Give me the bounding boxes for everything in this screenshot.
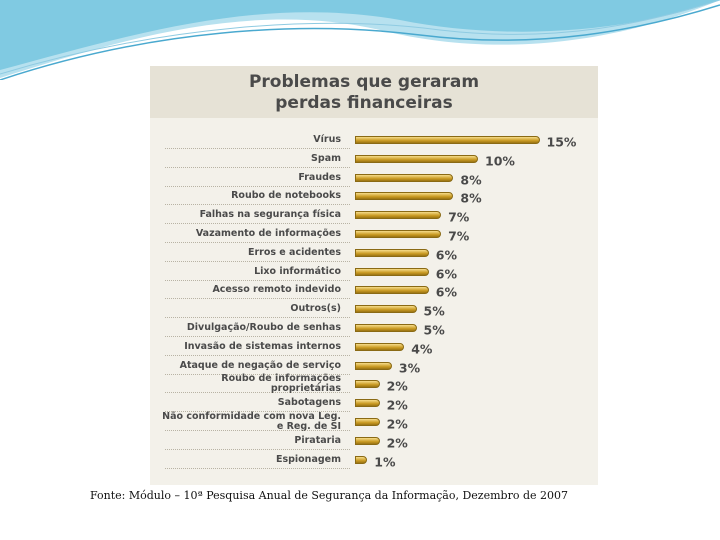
category-label: Lixo informático bbox=[254, 265, 341, 277]
value-label: 2% bbox=[386, 435, 408, 451]
row-divider bbox=[165, 242, 350, 243]
bar bbox=[355, 173, 454, 182]
bar bbox=[355, 136, 540, 144]
value-label: 5% bbox=[423, 322, 445, 338]
row-divider bbox=[165, 411, 350, 413]
value-label: 7% bbox=[448, 228, 470, 244]
category-label: Outros(s) bbox=[290, 303, 341, 315]
category-label: Vírus bbox=[313, 134, 341, 145]
bar bbox=[355, 192, 454, 201]
bar bbox=[355, 305, 417, 314]
row-divider bbox=[165, 448, 350, 450]
row-divider bbox=[165, 467, 350, 469]
value-label: 4% bbox=[411, 341, 433, 357]
category-label: Pirataria bbox=[294, 434, 341, 446]
category-label: Acesso remoto indevido bbox=[212, 284, 341, 296]
category-label: Sabotagens bbox=[277, 397, 341, 409]
category-label: Spam bbox=[311, 152, 341, 164]
row-divider bbox=[165, 185, 350, 187]
value-label: 1% bbox=[374, 454, 396, 470]
value-label: 6% bbox=[435, 284, 458, 300]
bar bbox=[355, 436, 380, 445]
value-label: 10% bbox=[485, 153, 515, 169]
value-label: 8% bbox=[460, 172, 482, 188]
row-divider bbox=[165, 279, 350, 281]
decoration bbox=[0, 0, 720, 80]
row-divider bbox=[165, 336, 350, 337]
row-divider bbox=[165, 260, 350, 262]
category-label: Erros e acidentes bbox=[247, 246, 341, 258]
category-label: Espionagem bbox=[275, 453, 341, 465]
category-label: Ataque de negação de serviço bbox=[179, 359, 341, 371]
value-label: 6% bbox=[435, 247, 458, 263]
bar bbox=[355, 154, 478, 163]
bar bbox=[355, 286, 429, 295]
bar bbox=[355, 399, 380, 408]
category-label: Roubo de notebooks bbox=[231, 190, 341, 202]
category-label: Falhas na segurança física bbox=[199, 209, 341, 221]
row-divider bbox=[165, 148, 350, 149]
value-label: 2% bbox=[386, 378, 408, 394]
chart-title: Problemas que geraram perdas financeiras bbox=[248, 72, 480, 113]
row-divider bbox=[165, 430, 350, 431]
chart: Problemas que geraram perdas financeiras… bbox=[150, 66, 598, 485]
value-label: 2% bbox=[386, 397, 408, 413]
bar bbox=[355, 211, 442, 220]
category-label: Divulgação/Roubo de senhas bbox=[186, 322, 341, 333]
category-label: Roubo de informações proprietárias bbox=[221, 373, 341, 395]
row-divider bbox=[165, 392, 350, 394]
row-divider bbox=[165, 373, 350, 375]
bar bbox=[355, 342, 405, 351]
row-divider bbox=[165, 354, 350, 356]
value-label: 15% bbox=[546, 134, 577, 150]
category-label: Não conformidade com nova Leg. e Reg. de… bbox=[162, 411, 341, 432]
row-divider bbox=[165, 166, 350, 168]
source-note: Fonte: Módulo – 10ª Pesquisa Anual de Se… bbox=[90, 489, 568, 502]
value-label: 8% bbox=[460, 190, 482, 206]
bar bbox=[355, 248, 429, 257]
row-divider bbox=[165, 317, 350, 319]
category-label: Fraudes bbox=[298, 171, 341, 183]
category-label: Vazamento de informações bbox=[195, 228, 341, 239]
bar bbox=[355, 324, 417, 332]
bar bbox=[355, 380, 380, 389]
value-label: 5% bbox=[423, 303, 445, 319]
bar bbox=[355, 418, 380, 426]
row-divider bbox=[165, 298, 350, 300]
bar bbox=[355, 455, 368, 464]
value-label: 6% bbox=[435, 266, 458, 282]
value-label: 7% bbox=[448, 209, 470, 225]
value-label: 2% bbox=[386, 416, 408, 432]
chart-header: Problemas que geraram perdas financeiras bbox=[150, 66, 598, 118]
bar bbox=[355, 267, 429, 276]
value-label: 3% bbox=[398, 360, 421, 376]
row-divider bbox=[165, 204, 350, 206]
bar bbox=[355, 230, 442, 238]
row-divider bbox=[165, 223, 350, 225]
category-label: Invasão de sistemas internos bbox=[184, 340, 341, 352]
bar bbox=[355, 361, 392, 370]
